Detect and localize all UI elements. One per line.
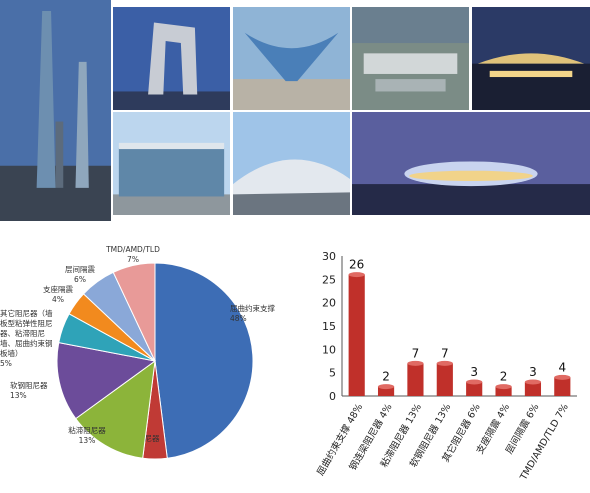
cctv-building-photo — [113, 7, 230, 110]
shanghai-tower-photo — [0, 0, 111, 221]
bar — [407, 360, 424, 396]
pie-slice-label: 层间隔震 6% — [65, 265, 95, 284]
bar-data-label: 7 — [412, 346, 420, 360]
canopy-structure-photo — [233, 7, 350, 110]
bar — [554, 374, 571, 396]
glass-terminal-photo — [113, 112, 230, 215]
pie-slice-label: TMD/AMD/TLD 7% — [105, 245, 160, 264]
pie-slice-label: 其它阻尼器（墙板型粘弹性阻尼器、粘滞阻尼墙、屈曲约束钢板墙） 5% — [0, 308, 53, 368]
y-tick-label: 15 — [322, 320, 336, 333]
pie-slice-label: 支座隔震 4% — [43, 284, 73, 304]
bar-data-label: 4 — [558, 360, 566, 374]
pie-slice-label: 屈曲约束支撑 48% — [230, 303, 275, 323]
bar-data-label: 3 — [470, 365, 478, 379]
pie-slice-label: 粘滞阻尼器 13% — [68, 425, 106, 445]
bar — [436, 360, 453, 396]
pie-slice — [112, 262, 156, 362]
pie-chart-svg: 屈曲约束支撑48%钢连梁阻尼器4%粘滞阻尼器13%软钢阻尼器13%其它阻尼器（墙… — [0, 245, 275, 460]
airport-night-photo — [472, 7, 590, 110]
bar-data-label: 7 — [441, 346, 449, 360]
bar — [348, 272, 365, 396]
bar-data-label: 2 — [500, 370, 508, 384]
bar-data-label: 3 — [529, 365, 537, 379]
y-tick-label: 25 — [322, 273, 336, 286]
pie-slice — [154, 262, 254, 459]
y-tick-label: 30 — [322, 250, 336, 263]
y-tick-label: 0 — [329, 390, 336, 403]
bar-data-label: 26 — [349, 258, 364, 272]
bar — [377, 384, 395, 396]
curved-roof-photo — [233, 112, 350, 215]
bar-chart: 0 5 10 15 20 25 30 26 屈曲约束支撑 48% 2 钢连梁阻尼器 4% 7 粘滞阻尼器… — [300, 236, 590, 489]
stadium-dusk-photo — [352, 112, 590, 215]
pie-slice-label: 软钢阻尼器 13% — [10, 380, 48, 400]
bar — [466, 379, 483, 396]
bar-data-label: 2 — [382, 370, 390, 384]
y-tick-label: 10 — [322, 343, 336, 356]
y-tick-label: 20 — [322, 297, 336, 310]
pie-chart: 屈曲约束支撑48%钢连梁阻尼器4%粘滞阻尼器13%软钢阻尼器13%其它阻尼器（墙… — [0, 236, 300, 489]
airport-aerial-photo — [352, 7, 469, 110]
bar — [524, 379, 542, 396]
bar — [495, 384, 512, 396]
y-tick-label: 5 — [329, 367, 336, 380]
pie-slice — [56, 342, 157, 420]
pie-slice — [75, 359, 156, 459]
